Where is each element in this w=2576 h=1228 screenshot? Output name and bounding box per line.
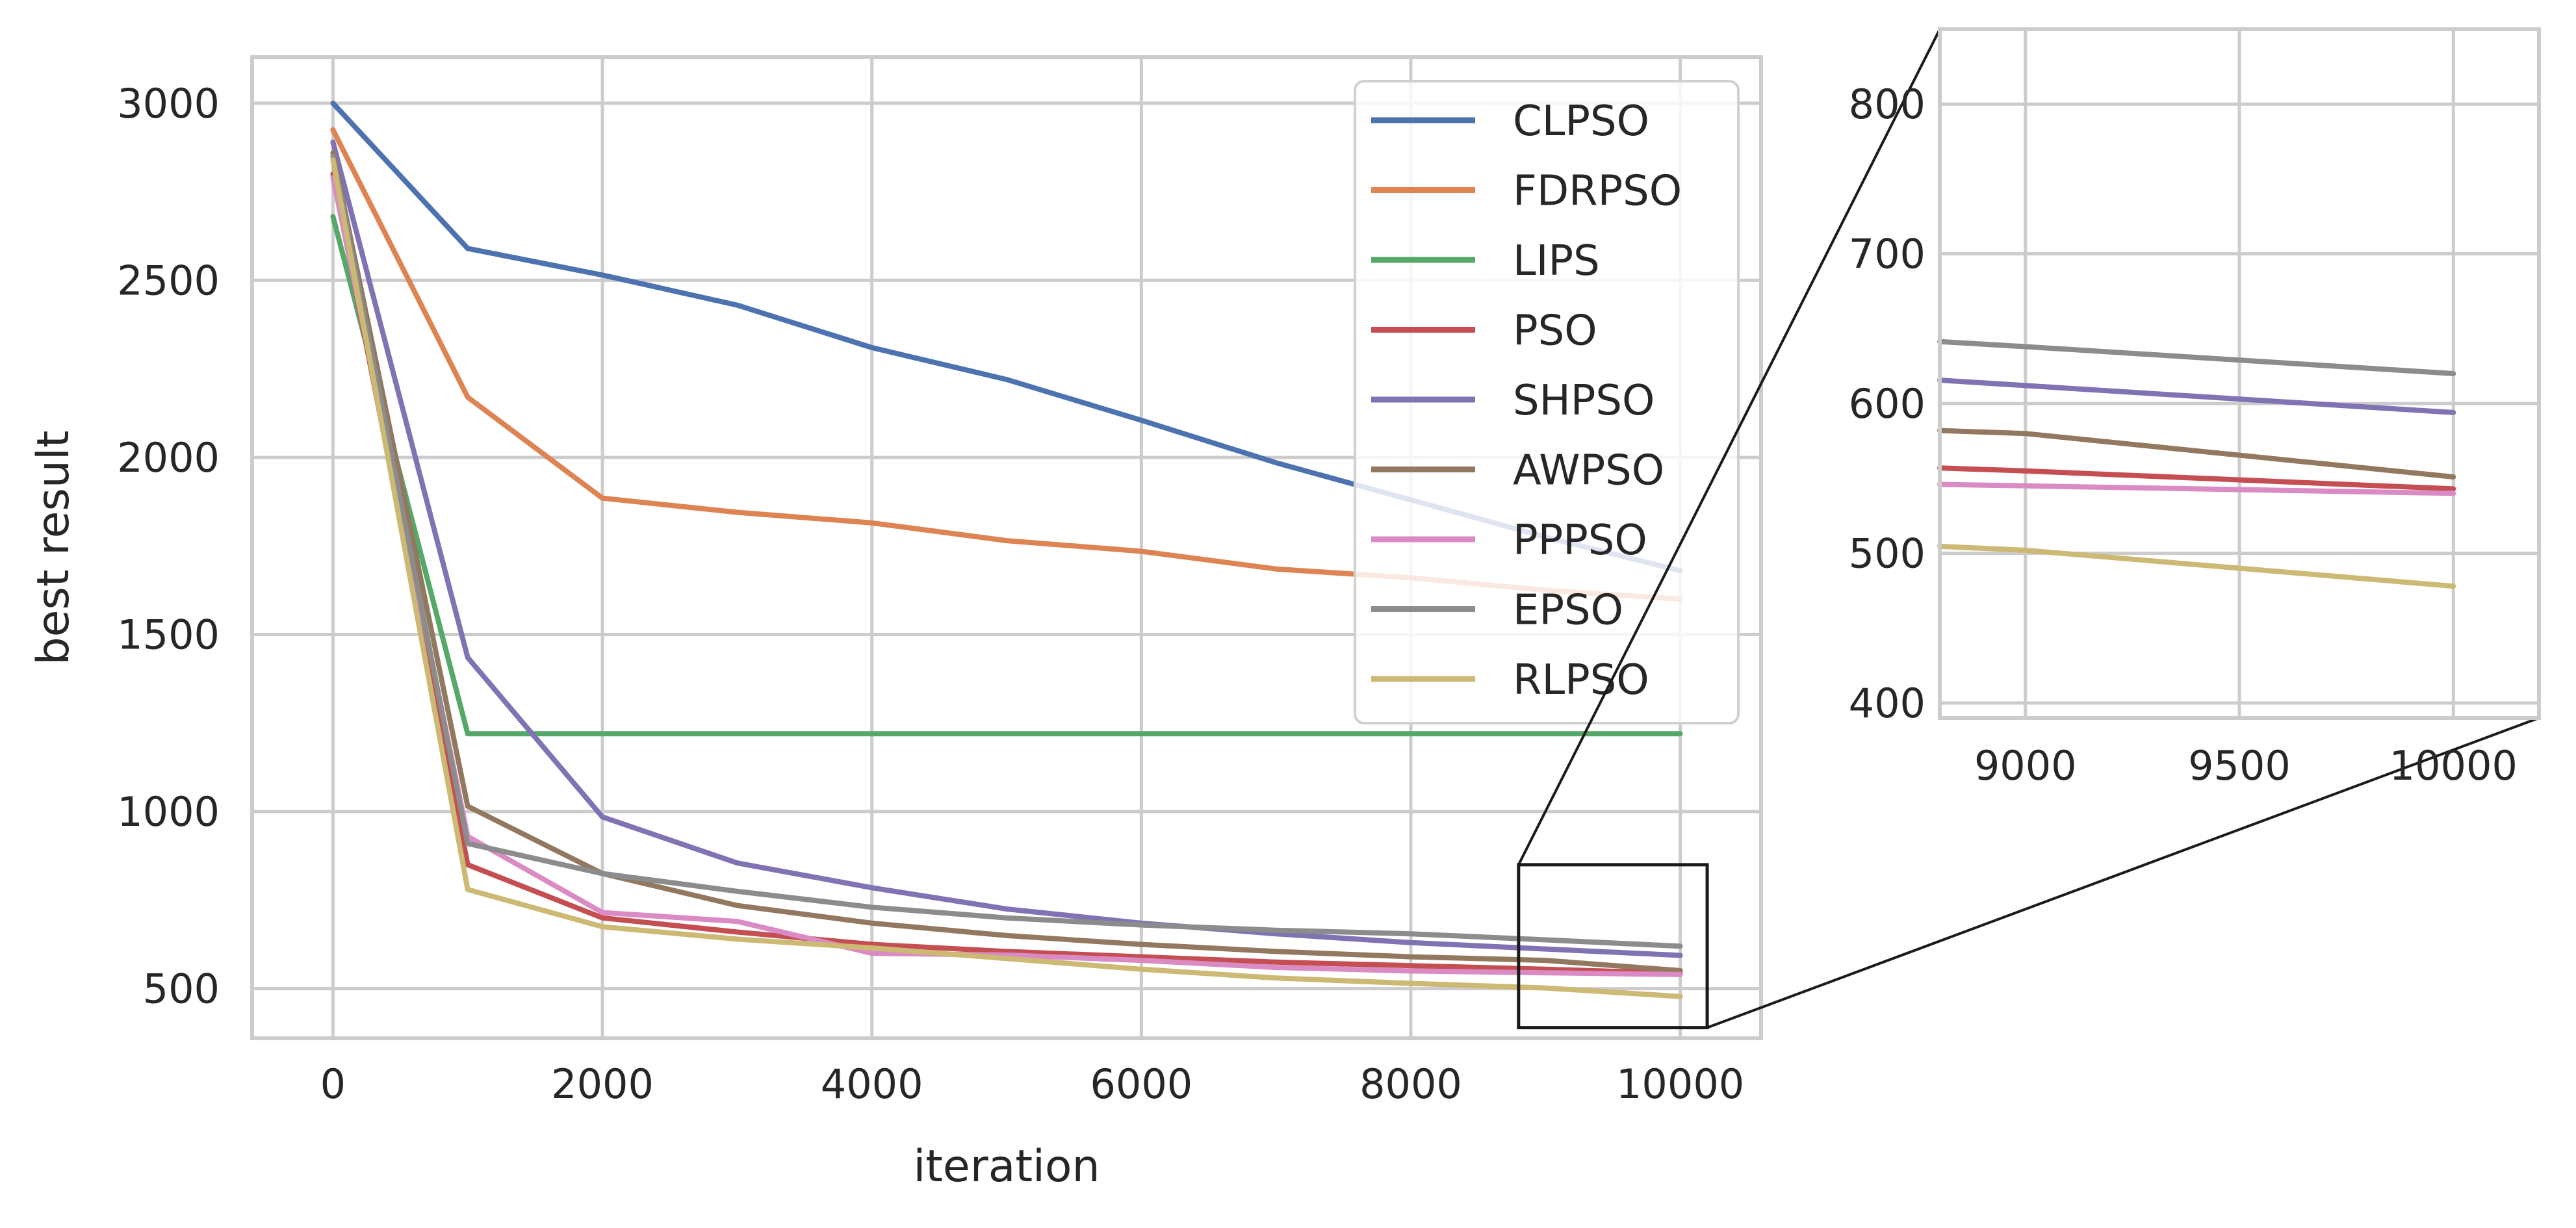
inset-x-tick-10000: 10000 [2389,742,2518,789]
series-line-pppso [330,175,1683,977]
inset-x-tick-9000: 9000 [1974,742,2077,789]
inset-series-line-epso [1937,339,2456,376]
legend-label-rlpso: RLPSO [1513,656,1649,704]
main-x-tick-labels: 0 2000 4000 6000 8000 10000 [320,1060,1745,1108]
zoom-connector-top [1517,29,1941,865]
x-tick-4000: 4000 [821,1060,923,1108]
legend-box [1354,80,1740,724]
legend: CLPSO FDRPSO LIPS PSO SHPSO AWPSO PPPSO EPSO RLP… [1371,97,1682,704]
legend-label-lips: LIPS [1513,237,1600,285]
zoom-connector-bottom [1707,717,2540,1029]
series-line-epso [330,153,1683,949]
x-tick-0: 0 [320,1060,346,1108]
inset-x-tick-labels: 9000 9500 10000 [1974,742,2518,789]
inset-series-line-pppso [1937,481,2456,496]
zoom-region-box [1517,863,1709,1030]
inset-y-tick-600: 600 [1849,380,1926,428]
legend-label-clpso: CLPSO [1513,97,1649,146]
x-tick-2000: 2000 [551,1060,654,1108]
legend-label-shpso: SHPSO [1513,377,1655,425]
main-series-lines [330,100,1683,999]
x-tick-10000: 10000 [1616,1060,1744,1108]
y-tick-2500: 2500 [117,257,220,304]
series-line-pso [330,171,1683,977]
y-tick-2000: 2000 [117,434,220,481]
y-tick-500: 500 [143,966,220,1013]
y-axis-label: best result [28,430,79,665]
legend-label-pppso: PPPSO [1513,517,1647,565]
inset-y-tick-400: 400 [1849,680,1926,727]
series-line-lips [330,214,1683,737]
inset-y-tick-labels: 400 500 600 700 800 [1849,81,1926,727]
y-tick-1500: 1500 [117,611,220,659]
inset-series-line-awpso [1937,428,2456,480]
series-line-shpso [330,139,1683,958]
inset-series-line-pso [1937,465,2456,492]
x-axis-label: iteration [913,1141,1100,1192]
legend-label-fdrpso: FDRPSO [1513,168,1682,216]
inset-x-tick-9500: 9500 [2188,742,2291,789]
main-plot-frame [250,55,1763,1040]
legend-label-epso: EPSO [1513,587,1623,635]
legend-label-pso: PSO [1513,307,1597,355]
x-tick-6000: 6000 [1090,1060,1192,1108]
series-line-awpso [330,150,1683,973]
inset-plot-frame [1938,27,2541,720]
x-tick-8000: 8000 [1359,1060,1462,1108]
inset-y-tick-700: 700 [1849,231,1926,278]
inset-series-line-rlpso [1937,543,2456,589]
inset-series-lines [1937,339,2456,589]
y-tick-1000: 1000 [117,788,220,836]
inset-series-line-shpso [1937,377,2456,415]
inset-y-tick-500: 500 [1849,530,1926,578]
inset-y-tick-800: 800 [1849,81,1926,128]
legend-label-awpso: AWPSO [1513,447,1664,495]
series-line-rlpso [330,157,1683,999]
main-y-tick-labels: 500 1000 1500 2000 2500 3000 [117,80,220,1013]
y-tick-3000: 3000 [117,80,220,127]
